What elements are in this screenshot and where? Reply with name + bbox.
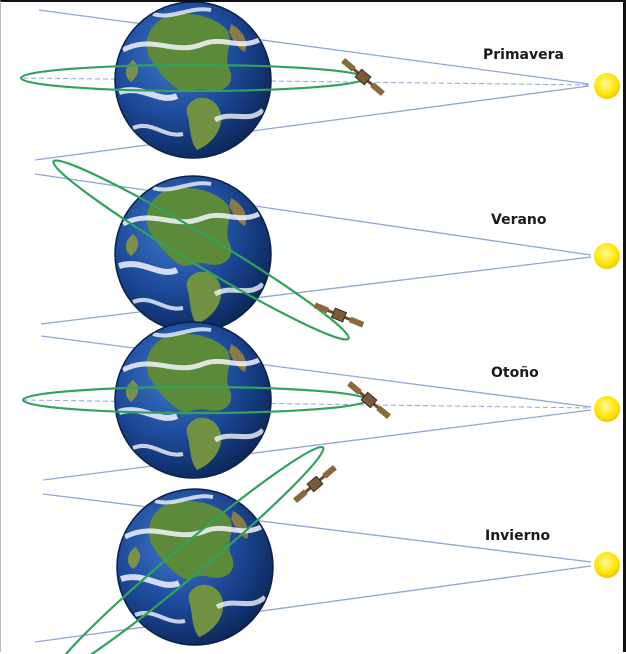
light-cone-upper (38, 9, 590, 85)
earth-globe-icon (115, 2, 271, 158)
panel-invierno: Invierno (34, 445, 620, 654)
season-label-otono: Otoño (491, 365, 539, 381)
earth-globe-icon (115, 176, 271, 332)
light-cone-lower (34, 85, 590, 161)
sun-icon (594, 243, 620, 269)
sun-icon (594, 73, 620, 99)
axis-line (22, 399, 592, 409)
earth-globe-icon (117, 489, 273, 645)
panel-primavera: Primavera (19, 2, 620, 161)
season-label-primavera: Primavera (483, 47, 564, 63)
sun-icon (594, 552, 620, 578)
light-cone-upper (34, 173, 592, 256)
satellite-icon (290, 461, 340, 507)
season-label-invierno: Invierno (485, 528, 550, 544)
orbit-ellipse (52, 159, 350, 341)
axis-line (22, 77, 592, 86)
season-label-verano: Verano (491, 212, 547, 228)
satellite-icon (344, 377, 394, 423)
panel-verano: Verano (34, 159, 620, 341)
sun-icon (594, 396, 620, 422)
panel-otono: Otoño (21, 322, 620, 481)
earth-globe-icon (115, 322, 271, 478)
light-cone-upper (40, 335, 592, 408)
light-cone-lower (42, 409, 592, 481)
satellite-icon (338, 54, 388, 100)
light-cone-lower (40, 256, 592, 325)
light-cone-upper (42, 493, 592, 563)
orbit-ellipse (53, 445, 325, 654)
